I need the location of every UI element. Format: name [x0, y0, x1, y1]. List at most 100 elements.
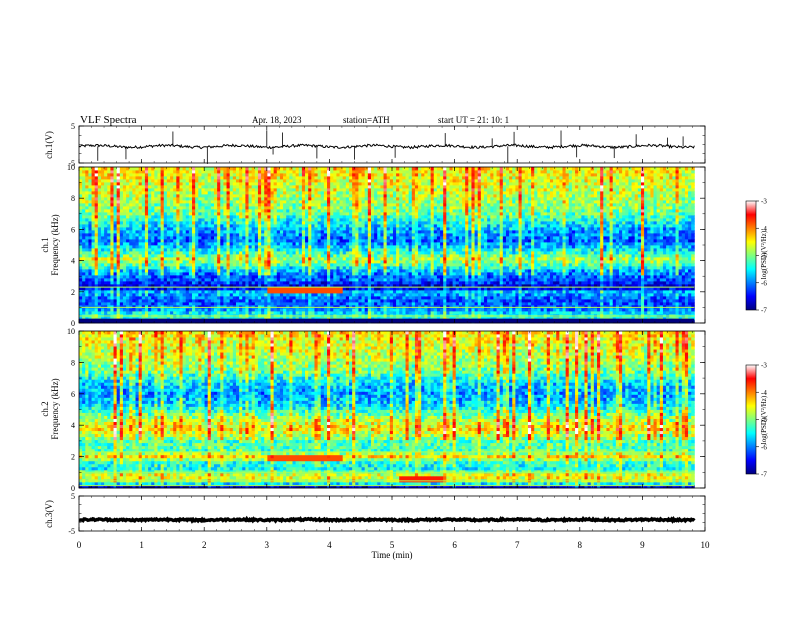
spectrogram-cell	[327, 170, 331, 173]
spectrogram-cell	[305, 188, 309, 191]
spectrogram-cell	[79, 218, 83, 221]
spectrogram-cell	[189, 176, 193, 179]
spectrogram-cell	[176, 206, 180, 209]
spectrogram-cell	[104, 206, 108, 209]
spectrogram-cell	[151, 206, 155, 209]
spectrogram-cell	[286, 191, 290, 194]
spectrogram-cell	[358, 275, 362, 278]
spectrogram-cell	[123, 269, 127, 272]
spectrogram-cell	[271, 263, 275, 266]
spectrogram-cell	[101, 209, 105, 212]
spectrogram-cell	[120, 224, 124, 227]
spectrogram-cell	[346, 266, 350, 269]
spectrogram-cell	[183, 278, 187, 281]
spectrogram-cell	[104, 251, 108, 254]
spectrogram-cell	[327, 191, 331, 194]
spectrogram-cell	[352, 254, 356, 257]
spectrogram-cell	[340, 230, 344, 233]
spectrogram-cell	[120, 206, 124, 209]
spectrogram-cell	[186, 260, 190, 263]
spectrogram-cell	[79, 254, 83, 257]
spectrogram-cell	[274, 296, 278, 299]
spectrogram-cell	[164, 173, 168, 176]
spectrogram-cell	[305, 233, 309, 236]
spectrogram-cell	[107, 245, 111, 248]
spectrogram-cell	[92, 236, 96, 239]
spectrogram-cell	[267, 275, 271, 278]
spectrogram-cell	[154, 212, 158, 215]
spectrogram-cell	[173, 191, 177, 194]
spectrogram-cell	[340, 293, 344, 296]
spectrogram-cell	[117, 233, 121, 236]
spectrogram-cell	[258, 230, 262, 233]
spectrogram-cell	[179, 233, 183, 236]
spectrogram-cell	[164, 293, 168, 296]
spectrogram-cell	[107, 275, 111, 278]
spectrogram-cell	[129, 227, 133, 230]
spectrogram-cell	[208, 176, 212, 179]
spectrogram-cell	[148, 290, 152, 293]
spectrogram-cell	[139, 251, 143, 254]
spectrogram-cell	[211, 233, 215, 236]
spectrogram-cell	[321, 239, 325, 242]
spectrogram-cell	[167, 194, 171, 197]
spectrogram-cell	[167, 200, 171, 203]
spectrogram-cell	[358, 221, 362, 224]
spectrogram-cell	[101, 245, 105, 248]
spectrogram-cell	[101, 218, 105, 221]
spectrogram-cell	[145, 167, 149, 170]
spectrogram-cell	[123, 185, 127, 188]
spectrogram-cell	[267, 173, 271, 176]
spectrogram-cell	[208, 197, 212, 200]
spectrogram-cell	[148, 242, 152, 245]
spectrogram-cell	[292, 272, 296, 275]
spectrogram-cell	[123, 203, 127, 206]
spectrogram-cell	[129, 254, 133, 257]
spectrogram-cell	[227, 281, 231, 284]
spectrogram-cell	[205, 296, 209, 299]
spectrogram-cell	[346, 263, 350, 266]
spectrogram-cell	[249, 251, 253, 254]
spectrogram-cell	[258, 293, 262, 296]
spectrogram-cell	[117, 194, 121, 197]
spectrogram-cell	[132, 296, 136, 299]
spectrogram-cell	[151, 179, 155, 182]
spectrogram-cell	[314, 266, 318, 269]
spectrogram-cell	[292, 179, 296, 182]
spectrogram-cell	[245, 209, 249, 212]
spectrogram-cell	[362, 218, 366, 221]
spectrogram-cell	[92, 200, 96, 203]
spectrogram-cell	[208, 257, 212, 260]
spectrogram-cell	[368, 221, 372, 224]
spectrogram-cell	[223, 200, 227, 203]
spectrogram-cell	[333, 248, 337, 251]
spectrogram-cell	[239, 200, 243, 203]
spectrogram-cell	[214, 182, 218, 185]
spectrogram-cell	[368, 263, 372, 266]
spectrogram-cell	[126, 242, 130, 245]
spectrogram-cell	[318, 293, 322, 296]
spectrogram-cell	[205, 299, 209, 302]
spectrogram-cell	[289, 167, 293, 170]
spectrogram-cell	[324, 185, 328, 188]
spectrogram-cell	[151, 308, 155, 311]
spectrogram-cell	[186, 239, 190, 242]
spectrogram-cell	[142, 173, 146, 176]
spectrogram-cell	[217, 215, 221, 218]
spectrogram-cell	[120, 302, 124, 305]
spectrogram-cell	[104, 236, 108, 239]
spectrogram-cell	[330, 227, 334, 230]
spectrogram-cell	[327, 227, 331, 230]
spectrogram-cell	[189, 182, 193, 185]
spectrogram-cell	[136, 299, 140, 302]
spectrogram-cell	[330, 188, 334, 191]
spectrogram-cell	[349, 197, 353, 200]
spectrogram-cell	[233, 227, 237, 230]
spectrogram-cell	[151, 209, 155, 212]
spectrogram-cell	[311, 251, 315, 254]
spectrogram-cell	[205, 185, 209, 188]
spectrogram-cell	[148, 206, 152, 209]
spectrogram-cell	[201, 221, 205, 224]
spectrogram-cell	[186, 275, 190, 278]
spectrogram-cell	[230, 236, 234, 239]
